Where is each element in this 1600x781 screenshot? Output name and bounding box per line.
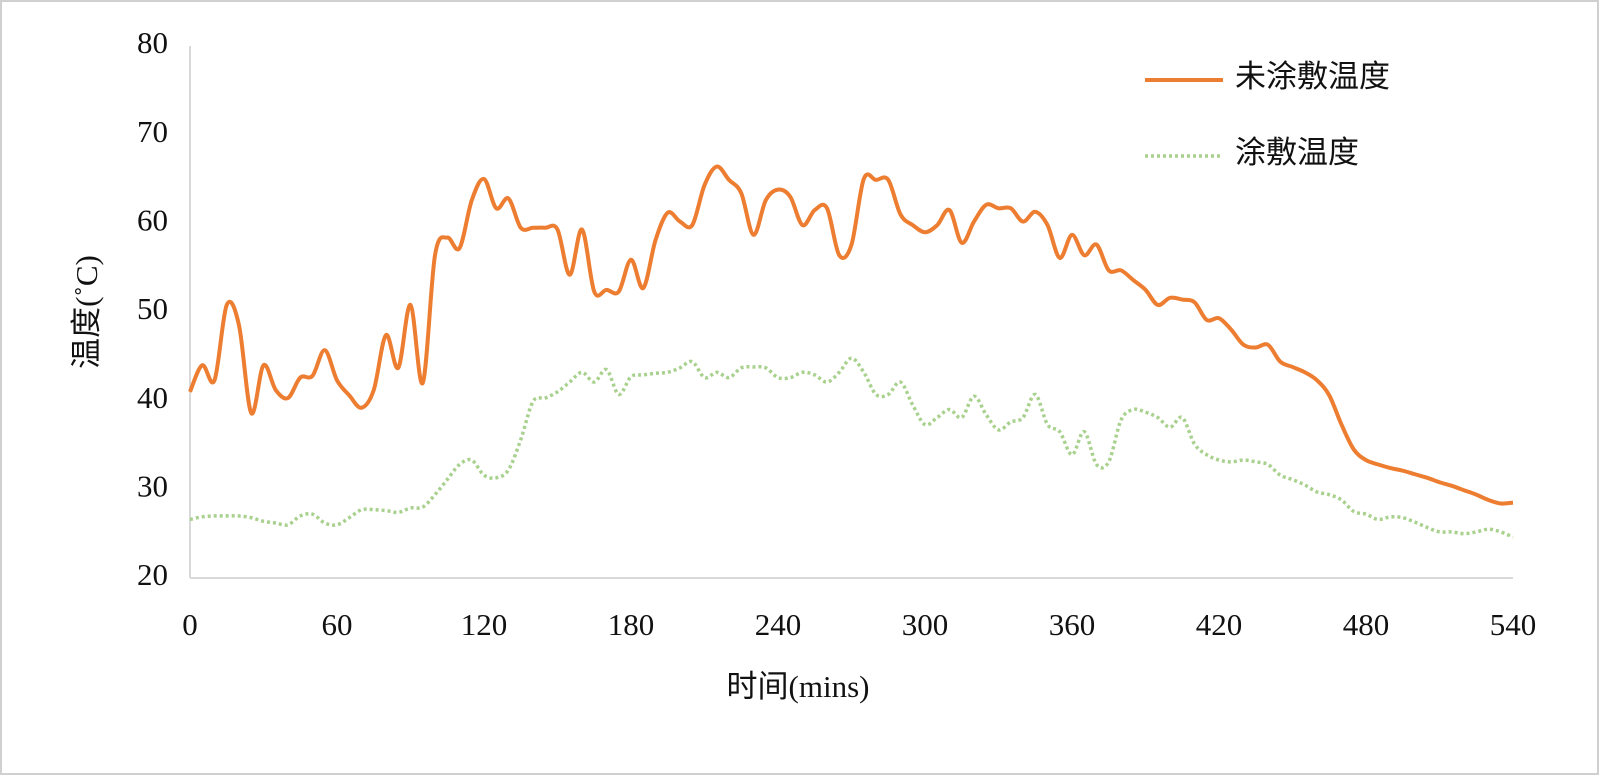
series-line <box>188 164 1514 506</box>
y-tick-label: 30 <box>137 468 168 503</box>
y-axis-label: 温度(˚C) <box>69 255 104 369</box>
x-tick-label: 60 <box>322 607 353 642</box>
series-line <box>189 356 1514 539</box>
y-tick-label: 40 <box>137 380 168 415</box>
x-tick-label: 420 <box>1196 607 1243 642</box>
x-tick-label: 180 <box>608 607 655 642</box>
x-tick-label: 300 <box>902 607 949 642</box>
x-tick-label: 480 <box>1343 607 1390 642</box>
x-tick-label: 0 <box>182 607 198 642</box>
legend-label: 涂敷温度 <box>1235 135 1359 170</box>
y-tick-label: 70 <box>137 114 168 149</box>
y-tick-label: 50 <box>137 291 168 326</box>
legend-label: 未涂敷温度 <box>1235 59 1390 94</box>
x-tick-label: 360 <box>1049 607 1096 642</box>
y-tick-label: 20 <box>137 557 168 592</box>
x-tick-label: 240 <box>755 607 802 642</box>
x-tick-label: 120 <box>461 607 508 642</box>
x-axis-label: 时间(mins) <box>727 669 870 704</box>
y-tick-label: 60 <box>137 202 168 237</box>
x-tick-label: 540 <box>1490 607 1537 642</box>
y-tick-label: 80 <box>137 25 168 60</box>
